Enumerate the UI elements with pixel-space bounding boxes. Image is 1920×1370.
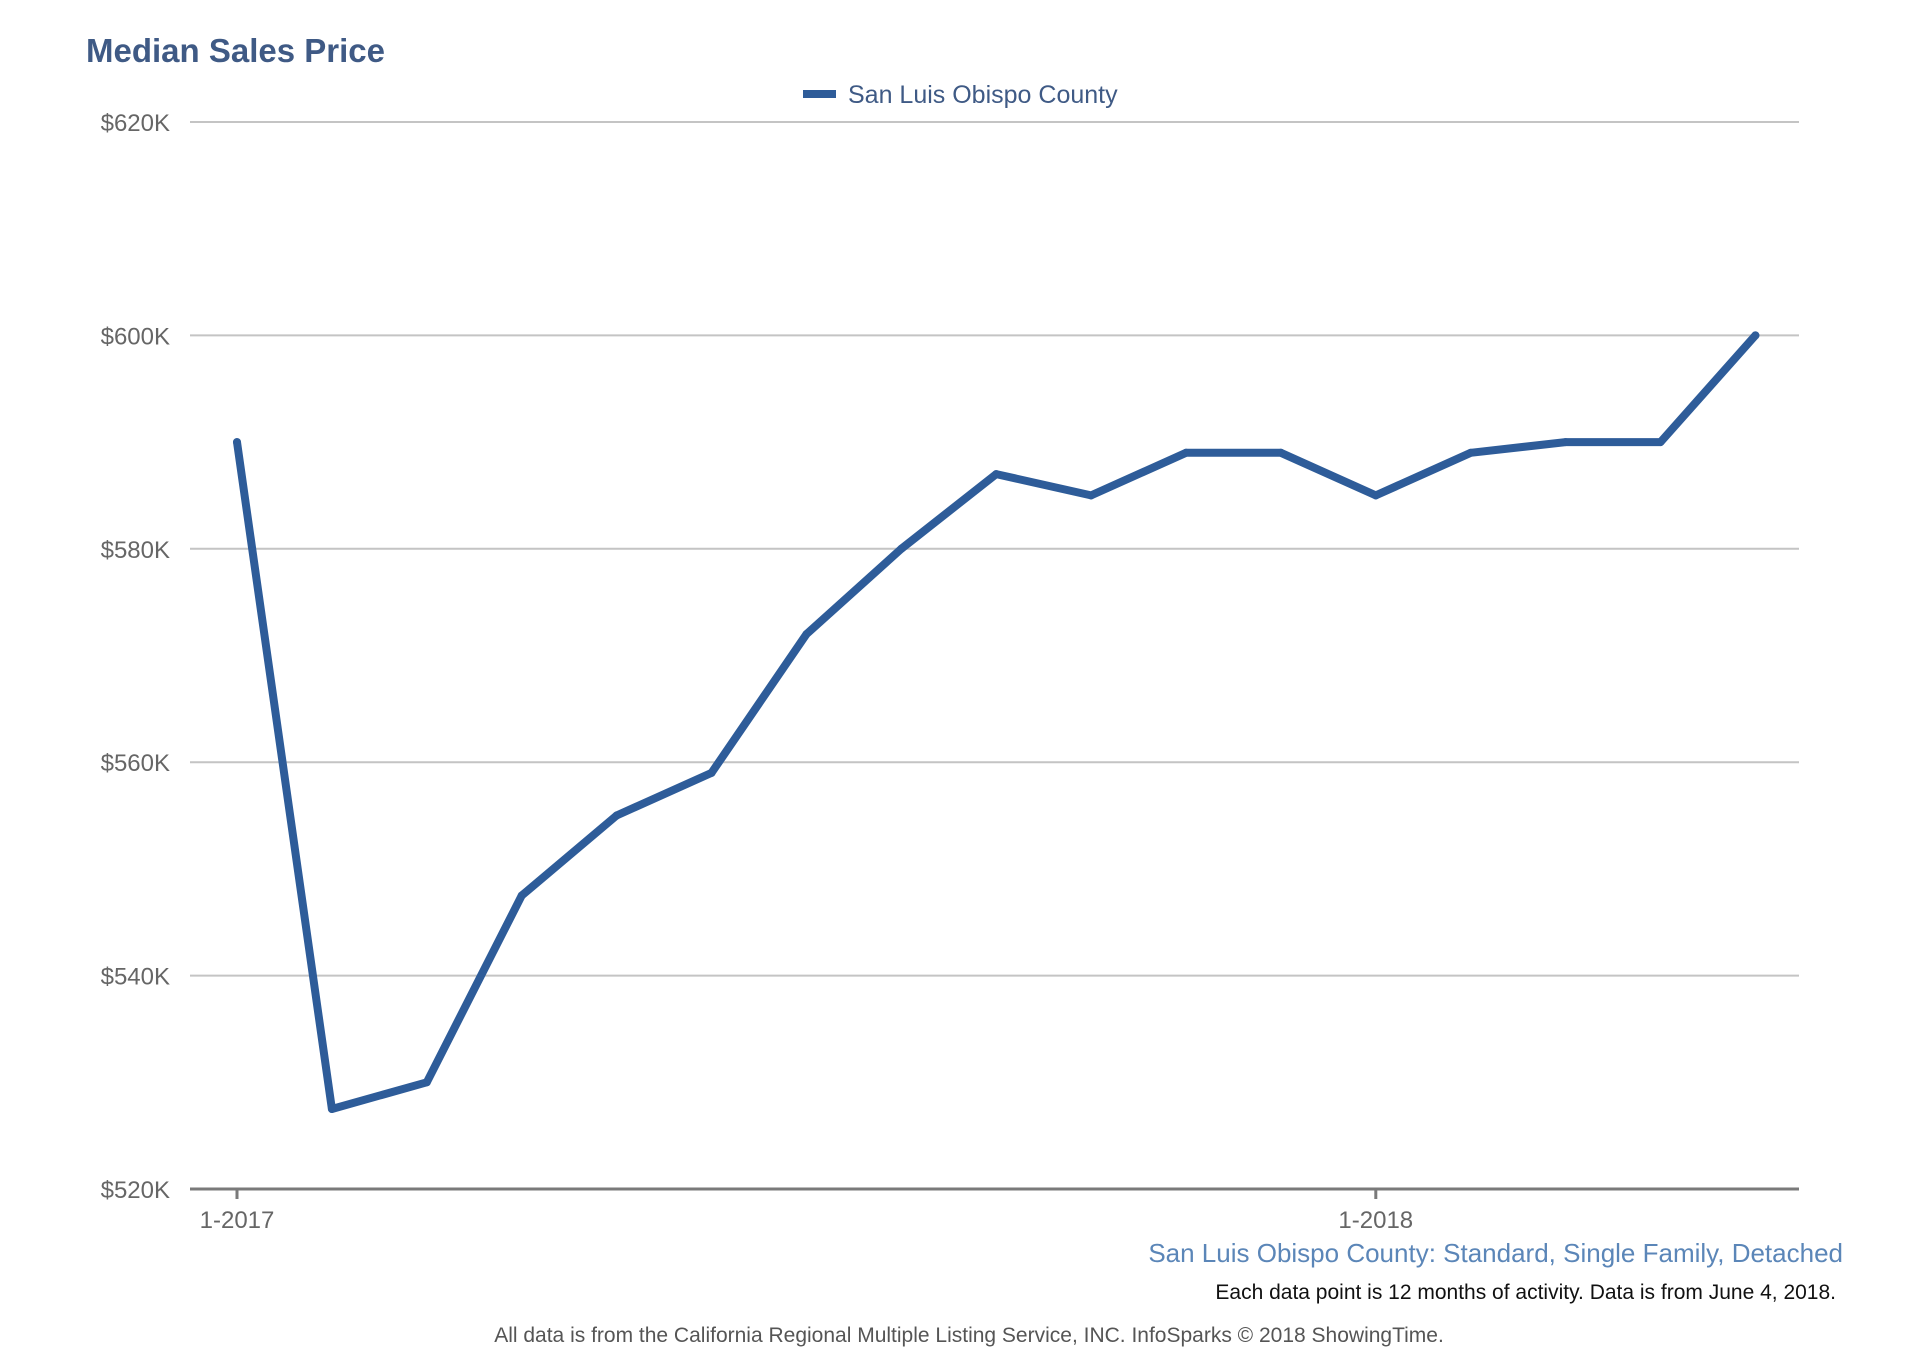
y-tick-label: $620K xyxy=(101,110,170,137)
data-note: Each data point is 12 months of activity… xyxy=(1215,1281,1836,1304)
legend-label[interactable]: San Luis Obispo County xyxy=(848,81,1118,109)
chart-subtitle: San Luis Obispo County: Standard, Single… xyxy=(1148,1238,1843,1268)
data-point[interactable] xyxy=(707,768,716,777)
y-tick-label: $560K xyxy=(101,750,170,777)
series-layer xyxy=(233,331,1760,1113)
footer-credit: All data is from the California Regional… xyxy=(494,1324,1444,1347)
data-point[interactable] xyxy=(233,438,241,447)
x-tick-label: 1-2018 xyxy=(1338,1207,1413,1234)
x-tick-label: 1-2017 xyxy=(200,1207,275,1234)
y-tick-label: $580K xyxy=(101,537,170,564)
series-line[interactable] xyxy=(233,331,1760,1113)
data-point[interactable] xyxy=(422,1078,431,1087)
data-point[interactable] xyxy=(1561,438,1570,447)
chart-title: Median Sales Price xyxy=(86,32,385,69)
data-point[interactable] xyxy=(327,1104,336,1113)
legend[interactable]: San Luis Obispo County xyxy=(803,81,1118,109)
x-axis-ticks: 1-2017 1-2018 xyxy=(200,1189,1413,1234)
data-point[interactable] xyxy=(1371,491,1380,500)
data-point[interactable] xyxy=(612,811,621,820)
y-tick-label: $600K xyxy=(101,323,170,350)
data-point[interactable] xyxy=(992,470,1001,479)
data-point[interactable] xyxy=(1276,448,1285,457)
y-tick-label: $540K xyxy=(101,964,170,991)
y-axis-ticks: $620K $600K $580K $560K $540K $520K xyxy=(101,110,170,1204)
data-point[interactable] xyxy=(1182,448,1190,457)
data-point[interactable] xyxy=(897,544,906,553)
data-point[interactable] xyxy=(1087,491,1096,500)
data-point[interactable] xyxy=(802,630,811,639)
gridlines xyxy=(190,121,1799,977)
data-point[interactable] xyxy=(517,891,526,900)
y-tick-label: $520K xyxy=(101,1177,170,1204)
data-point[interactable] xyxy=(1466,448,1475,457)
data-point[interactable] xyxy=(1656,438,1665,447)
data-point[interactable] xyxy=(1751,331,1760,340)
